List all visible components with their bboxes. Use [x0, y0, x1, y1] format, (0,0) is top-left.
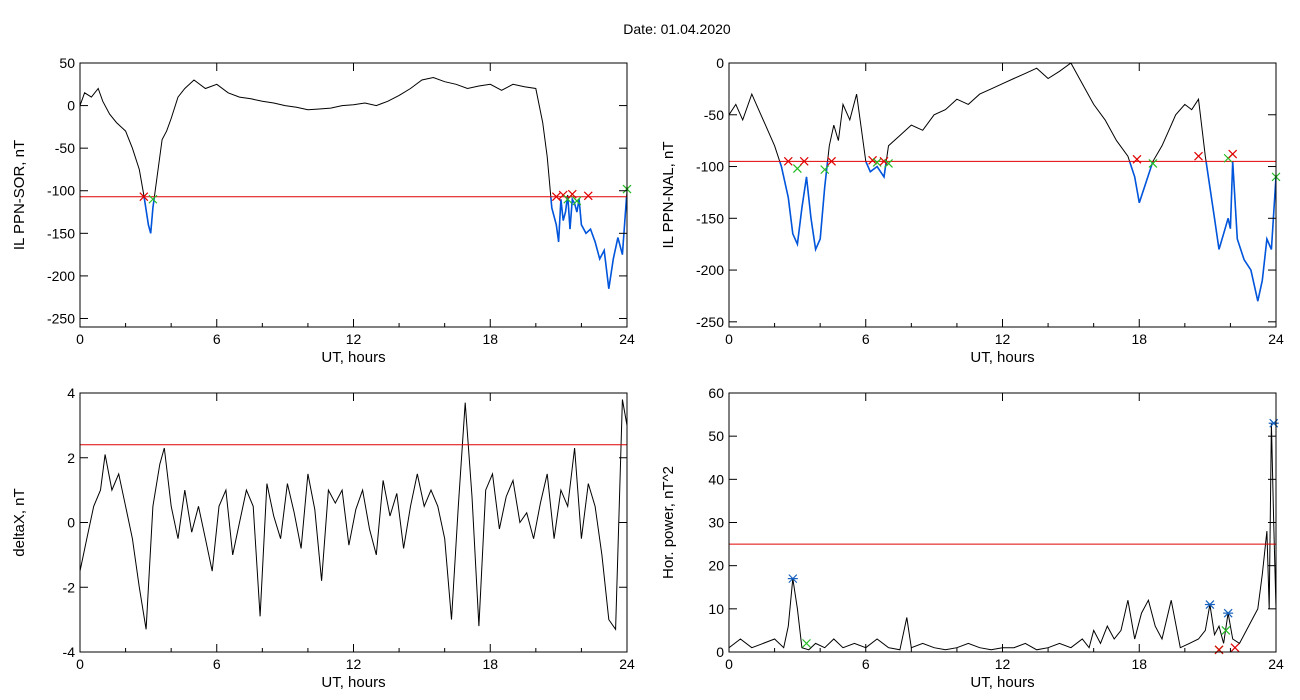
x-tick-label: 24 — [1268, 331, 1284, 347]
x-tick-label: 12 — [346, 331, 362, 347]
x-tick-label: 6 — [213, 331, 221, 347]
plot-frame — [728, 392, 1277, 653]
y-tick-label: 10 — [708, 601, 724, 617]
y-tick-label: -100 — [696, 159, 724, 175]
y-tick-label: 30 — [708, 515, 724, 531]
marker — [148, 194, 158, 204]
marker — [1268, 418, 1279, 428]
marker — [820, 165, 830, 175]
x-tick-label: 24 — [619, 656, 635, 672]
x-tick-label: 18 — [1131, 331, 1147, 347]
x-tick-label: 0 — [76, 331, 84, 347]
plot-frame — [728, 62, 1277, 328]
marker — [572, 196, 582, 206]
y-tick-label: 0 — [716, 644, 724, 660]
y-tick-label: 2 — [67, 450, 75, 466]
x-tick-label: 24 — [619, 331, 635, 347]
series-line — [729, 63, 1276, 302]
x-tick-label: 18 — [482, 656, 498, 672]
x-axis-label: UT, hours — [970, 349, 1034, 366]
x-axis-label: UT, hours — [970, 674, 1034, 691]
marker — [802, 638, 811, 648]
x-axis-label: UT, hours — [321, 349, 385, 366]
marker — [1221, 625, 1231, 635]
marker — [567, 189, 577, 199]
series-below-threshold — [778, 161, 1276, 302]
y-tick-label: 40 — [708, 471, 724, 487]
x-tick-label: 12 — [995, 656, 1011, 672]
y-tick-label: 60 — [708, 385, 724, 401]
y-tick-label: 0 — [67, 98, 75, 114]
marker — [787, 574, 798, 584]
x-axis-label: UT, hours — [321, 674, 385, 691]
y-tick-label: -250 — [696, 314, 724, 330]
marker — [1204, 600, 1215, 609]
x-tick-label: 6 — [213, 656, 221, 672]
series-line — [80, 76, 627, 289]
y-tick-label: -250 — [47, 310, 75, 326]
y-tick-label: -150 — [47, 225, 75, 241]
marker — [879, 156, 889, 166]
chart-panel-4: 0 6 12 18 24 60 50 40 30 20 10 0 UT, hours Hor. power… — [660, 385, 1284, 691]
series-below-threshold — [143, 196, 627, 289]
x-tick-label: 12 — [346, 656, 362, 672]
x-tick-label: 0 — [725, 331, 733, 347]
marker — [827, 156, 836, 166]
y-axis-label: Hor. power, nT^2 — [660, 466, 677, 579]
y-tick-label: -100 — [47, 183, 75, 199]
x-tick-label: 18 — [482, 331, 498, 347]
y-tick-label: 0 — [716, 55, 724, 71]
series-line — [729, 423, 1276, 651]
marker — [1148, 158, 1158, 168]
y-tick-label: 4 — [67, 385, 75, 401]
marker — [1223, 608, 1234, 618]
y-axis-label: IL PPN-SOR, nT — [11, 140, 28, 250]
y-tick-label: -2 — [63, 579, 76, 595]
marker — [1214, 645, 1224, 655]
figure-title: Date: 01.04.2020 — [623, 21, 731, 37]
marker — [792, 164, 802, 174]
y-tick-label: -50 — [55, 140, 75, 156]
y-axis-label: deltaX, nT — [11, 488, 28, 556]
marker — [551, 192, 561, 202]
y-tick-label: -150 — [696, 210, 724, 226]
marker — [799, 156, 809, 166]
x-tick-label: 0 — [725, 656, 733, 672]
chart-panel-2: 0 6 12 18 24 0 -50 -100 -150 -200 -250 UT, hours IL … — [660, 55, 1284, 366]
x-tick-label: 12 — [995, 331, 1011, 347]
marker — [1228, 149, 1238, 159]
x-tick-label: 0 — [76, 656, 84, 672]
plot-frame — [79, 62, 628, 328]
chart-panel-1: 0 6 12 18 24 50 0 -50 -100 -150 -200 -250 UT, hours I… — [11, 55, 635, 366]
y-tick-label: -4 — [63, 644, 76, 660]
marker — [1230, 643, 1240, 653]
marker — [884, 158, 893, 168]
y-tick-label: 50 — [708, 428, 724, 444]
marker — [783, 156, 793, 166]
marker — [868, 155, 878, 165]
marker — [583, 191, 593, 201]
x-tick-label: 6 — [862, 656, 870, 672]
y-tick-label: -200 — [696, 262, 724, 278]
chart-panel-3: 0 6 12 18 24 4 2 0 -2 -4 UT, hours deltaX, nT — [11, 385, 635, 691]
x-tick-label: 6 — [862, 331, 870, 347]
marker — [1132, 154, 1142, 164]
marker — [139, 192, 149, 202]
marker — [1194, 151, 1203, 161]
x-tick-label: 24 — [1268, 656, 1284, 672]
y-tick-label: 0 — [67, 515, 75, 531]
series-line — [80, 399, 627, 631]
y-axis-label: IL PPN-NAL, nT — [660, 142, 677, 249]
y-tick-label: 50 — [59, 55, 75, 71]
x-tick-label: 18 — [1131, 656, 1147, 672]
y-tick-label: -200 — [47, 268, 75, 284]
y-tick-label: -50 — [704, 107, 724, 123]
y-tick-label: 20 — [708, 558, 724, 574]
